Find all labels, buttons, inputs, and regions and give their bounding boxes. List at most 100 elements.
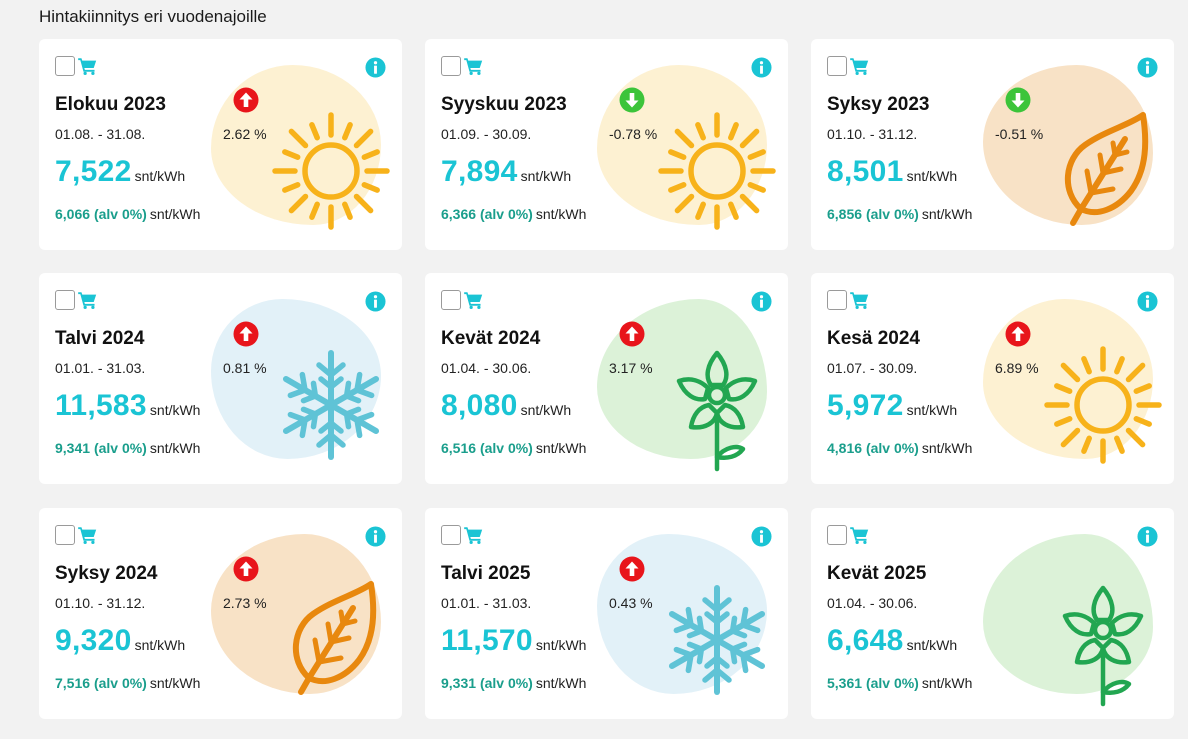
season-title: Talvi 2024 — [55, 328, 145, 349]
price-change-percent: 2.73 % — [223, 595, 267, 611]
vat-unit: snt/kWh — [921, 206, 973, 222]
info-icon[interactable] — [1137, 57, 1158, 78]
price-unit: snt/kWh — [535, 637, 587, 653]
price-row: 11,570 snt/kWh — [441, 624, 586, 658]
price-row: 11,583 snt/kWh — [55, 389, 200, 423]
vat-price-row: 6,366 (alv 0%) snt/kWh — [441, 206, 586, 222]
price-value: 9,320 — [55, 624, 132, 657]
date-range: 01.07. - 30.09. — [827, 360, 918, 376]
flower-icon — [657, 345, 777, 472]
season-title: Syksy 2023 — [827, 94, 930, 115]
arrow-up-icon — [233, 87, 259, 113]
season-card: Talvi 2025 01.01. - 31.03. 11,570 snt/kWh… — [425, 508, 788, 719]
vat-unit: snt/kWh — [149, 206, 201, 222]
price-value: 5,972 — [827, 389, 904, 422]
price-unit: snt/kWh — [906, 402, 958, 418]
price-change-percent: -0.78 % — [609, 126, 658, 142]
price-row: 5,972 snt/kWh — [827, 389, 957, 423]
price-change-percent: -0.51 % — [995, 126, 1044, 142]
arrow-down-icon — [619, 87, 645, 113]
date-range: 01.08. - 31.08. — [55, 126, 146, 142]
price-row: 7,522 snt/kWh — [55, 155, 185, 189]
info-icon[interactable] — [365, 526, 386, 547]
cart-icon[interactable] — [78, 57, 98, 75]
date-range: 01.01. - 31.03. — [441, 595, 532, 611]
info-icon[interactable] — [751, 291, 772, 312]
vat-price-value: 6,366 — [441, 206, 477, 222]
season-title: Elokuu 2023 — [55, 94, 166, 115]
price-value: 7,894 — [441, 155, 518, 188]
date-range: 01.09. - 30.09. — [441, 126, 532, 142]
vat-price-value: 9,341 — [55, 440, 91, 456]
price-value: 7,522 — [55, 155, 132, 188]
cart-icon[interactable] — [464, 291, 484, 309]
select-checkbox[interactable] — [441, 290, 461, 310]
season-title: Syyskuu 2023 — [441, 94, 567, 115]
vat-price-value: 4,816 — [827, 440, 863, 456]
price-row: 8,080 snt/kWh — [441, 389, 571, 423]
vat-price-row: 6,066 (alv 0%) snt/kWh — [55, 206, 200, 222]
info-icon[interactable] — [751, 526, 772, 547]
season-card: Kevät 2024 01.04. - 30.06. 8,080 snt/kWh … — [425, 273, 788, 484]
season-title: Kesä 2024 — [827, 328, 920, 349]
vat-label: (alv 0%) — [479, 440, 533, 456]
price-unit: snt/kWh — [134, 637, 186, 653]
info-icon[interactable] — [751, 57, 772, 78]
date-range: 01.04. - 30.06. — [827, 595, 918, 611]
price-unit: snt/kWh — [520, 402, 572, 418]
select-checkbox[interactable] — [827, 290, 847, 310]
price-row: 6,648 snt/kWh — [827, 624, 957, 658]
season-card: Syksy 2023 01.10. - 31.12. 8,501 snt/kWh … — [811, 39, 1174, 250]
vat-price-value: 6,066 — [55, 206, 91, 222]
season-title: Kevät 2024 — [441, 328, 541, 349]
select-checkbox[interactable] — [827, 525, 847, 545]
sun-icon — [271, 111, 391, 231]
cart-icon[interactable] — [850, 526, 870, 544]
select-checkbox[interactable] — [441, 56, 461, 76]
vat-unit: snt/kWh — [535, 675, 587, 691]
price-value: 11,583 — [55, 389, 147, 422]
arrow-up-icon — [1005, 321, 1031, 347]
vat-unit: snt/kWh — [149, 440, 201, 456]
vat-price-value: 5,361 — [827, 675, 863, 691]
info-icon[interactable] — [365, 57, 386, 78]
cart-icon[interactable] — [78, 291, 98, 309]
snowflake-icon — [271, 345, 391, 465]
price-unit: snt/kWh — [149, 402, 201, 418]
vat-price-value: 7,516 — [55, 675, 91, 691]
season-title: Syksy 2024 — [55, 563, 158, 584]
info-icon[interactable] — [1137, 526, 1158, 547]
cart-icon[interactable] — [464, 57, 484, 75]
select-checkbox[interactable] — [827, 56, 847, 76]
info-icon[interactable] — [1137, 291, 1158, 312]
vat-label: (alv 0%) — [865, 440, 919, 456]
select-checkbox[interactable] — [55, 290, 75, 310]
leaf-icon — [1043, 111, 1163, 231]
vat-unit: snt/kWh — [149, 675, 201, 691]
info-icon[interactable] — [365, 291, 386, 312]
vat-price-row: 9,331 (alv 0%) snt/kWh — [441, 675, 586, 691]
vat-price-row: 9,341 (alv 0%) snt/kWh — [55, 440, 200, 456]
season-title: Kevät 2025 — [827, 563, 927, 584]
arrow-up-icon — [233, 321, 259, 347]
vat-unit: snt/kWh — [921, 675, 973, 691]
price-value: 8,501 — [827, 155, 904, 188]
price-unit: snt/kWh — [906, 168, 958, 184]
select-checkbox[interactable] — [441, 525, 461, 545]
cart-icon[interactable] — [464, 526, 484, 544]
vat-price-value: 9,331 — [441, 675, 477, 691]
vat-unit: snt/kWh — [535, 206, 587, 222]
flower-icon — [1043, 580, 1163, 707]
select-checkbox[interactable] — [55, 56, 75, 76]
season-card: Syksy 2024 01.10. - 31.12. 9,320 snt/kWh … — [39, 508, 402, 719]
arrow-up-icon — [619, 321, 645, 347]
price-change-percent: 6.89 % — [995, 360, 1039, 376]
select-checkbox[interactable] — [55, 525, 75, 545]
cart-icon[interactable] — [850, 291, 870, 309]
cart-icon[interactable] — [78, 526, 98, 544]
sun-icon — [1043, 345, 1163, 465]
price-value: 11,570 — [441, 624, 533, 657]
price-value: 8,080 — [441, 389, 518, 422]
cart-icon[interactable] — [850, 57, 870, 75]
date-range: 01.04. - 30.06. — [441, 360, 532, 376]
